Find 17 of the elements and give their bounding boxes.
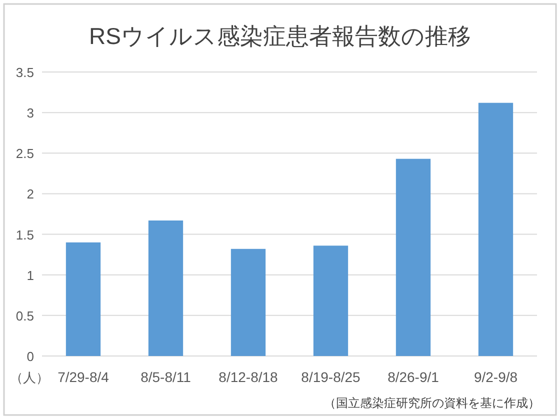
text: （国立感染症研究所の資料を基に作成） — [324, 396, 540, 410]
y-tick-label: 2 — [26, 186, 34, 202]
y-tick-label: 3.5 — [16, 65, 34, 80]
y-tick-label: 0.5 — [16, 308, 34, 324]
y-tick-label: 0 — [26, 349, 34, 364]
x-tick-label: 8/26-9/1 — [388, 369, 440, 385]
x-tick-label: 8/19-8/25 — [301, 369, 361, 385]
x-tick-label: 7/29-8/4 — [58, 369, 110, 385]
chart-title: RSウイルス感染症患者報告数の推移 — [89, 23, 471, 49]
y-tick-label: 3 — [26, 106, 34, 121]
y-tick-label: 2.5 — [16, 146, 34, 162]
y-axis-title: （人） — [10, 370, 49, 385]
x-tick-label: 9/2-9/8 — [474, 369, 518, 385]
y-tick-label: 1.5 — [16, 227, 34, 242]
x-tick-label: 8/12-8/18 — [218, 369, 278, 385]
y-tick-label: 1 — [26, 268, 34, 283]
x-tick-label: 8/5-8/11 — [140, 369, 192, 385]
